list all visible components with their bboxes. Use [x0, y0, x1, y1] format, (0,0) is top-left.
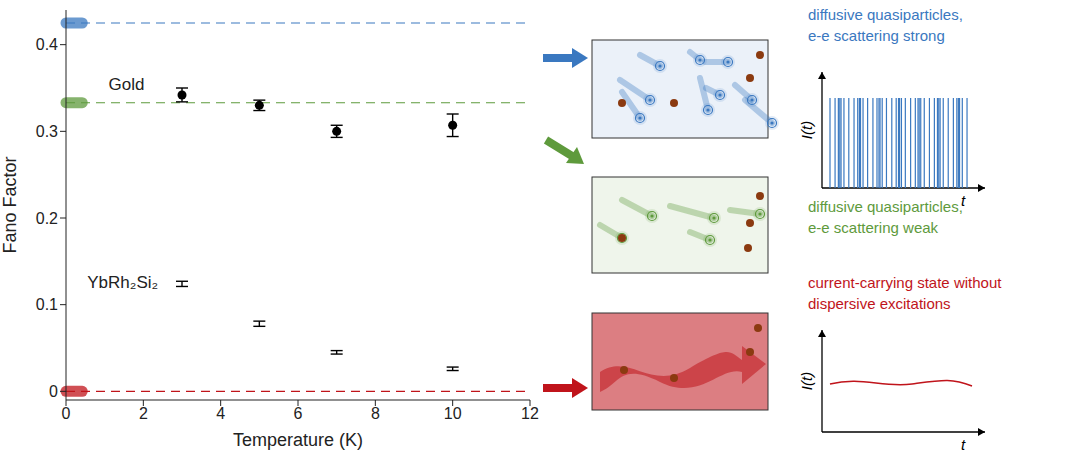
svg-text:8: 8 [371, 405, 380, 422]
svg-text:diffusive quasiparticles,e-e s: diffusive quasiparticles,e-e scattering … [808, 6, 963, 44]
svg-text:0.3: 0.3 [36, 123, 58, 140]
html-text:Gold: Gold [108, 75, 145, 95]
svg-text:Temperature (K): Temperature (K) [233, 430, 363, 450]
svg-text:6: 6 [294, 405, 303, 422]
svg-text:0: 0 [62, 405, 71, 422]
svg-text:12: 12 [521, 405, 539, 422]
svg-text:0.2: 0.2 [36, 210, 58, 227]
svg-text:Fano Factor: Fano Factor [8, 156, 20, 253]
svg-text:current-carrying state without: current-carrying state withoutdispersive… [808, 274, 1002, 312]
svg-text:0: 0 [49, 383, 58, 400]
html-text:YbRh₂Si₂: YbRh₂Si₂ [87, 272, 159, 292]
svg-text:t: t [961, 436, 966, 453]
svg-text:0.4: 0.4 [36, 36, 58, 53]
svg-text:I(t): I(t) [798, 121, 815, 139]
svg-text:t: t [961, 192, 966, 209]
svg-text:0.1: 0.1 [36, 296, 58, 313]
svg-text:10: 10 [444, 405, 462, 422]
svg-text:I(t): I(t) [798, 372, 815, 390]
svg-text:diffusive quasiparticles,e-e s: diffusive quasiparticles,e-e scattering … [808, 198, 963, 236]
svg-text:4: 4 [216, 405, 225, 422]
svg-text:2: 2 [139, 405, 148, 422]
